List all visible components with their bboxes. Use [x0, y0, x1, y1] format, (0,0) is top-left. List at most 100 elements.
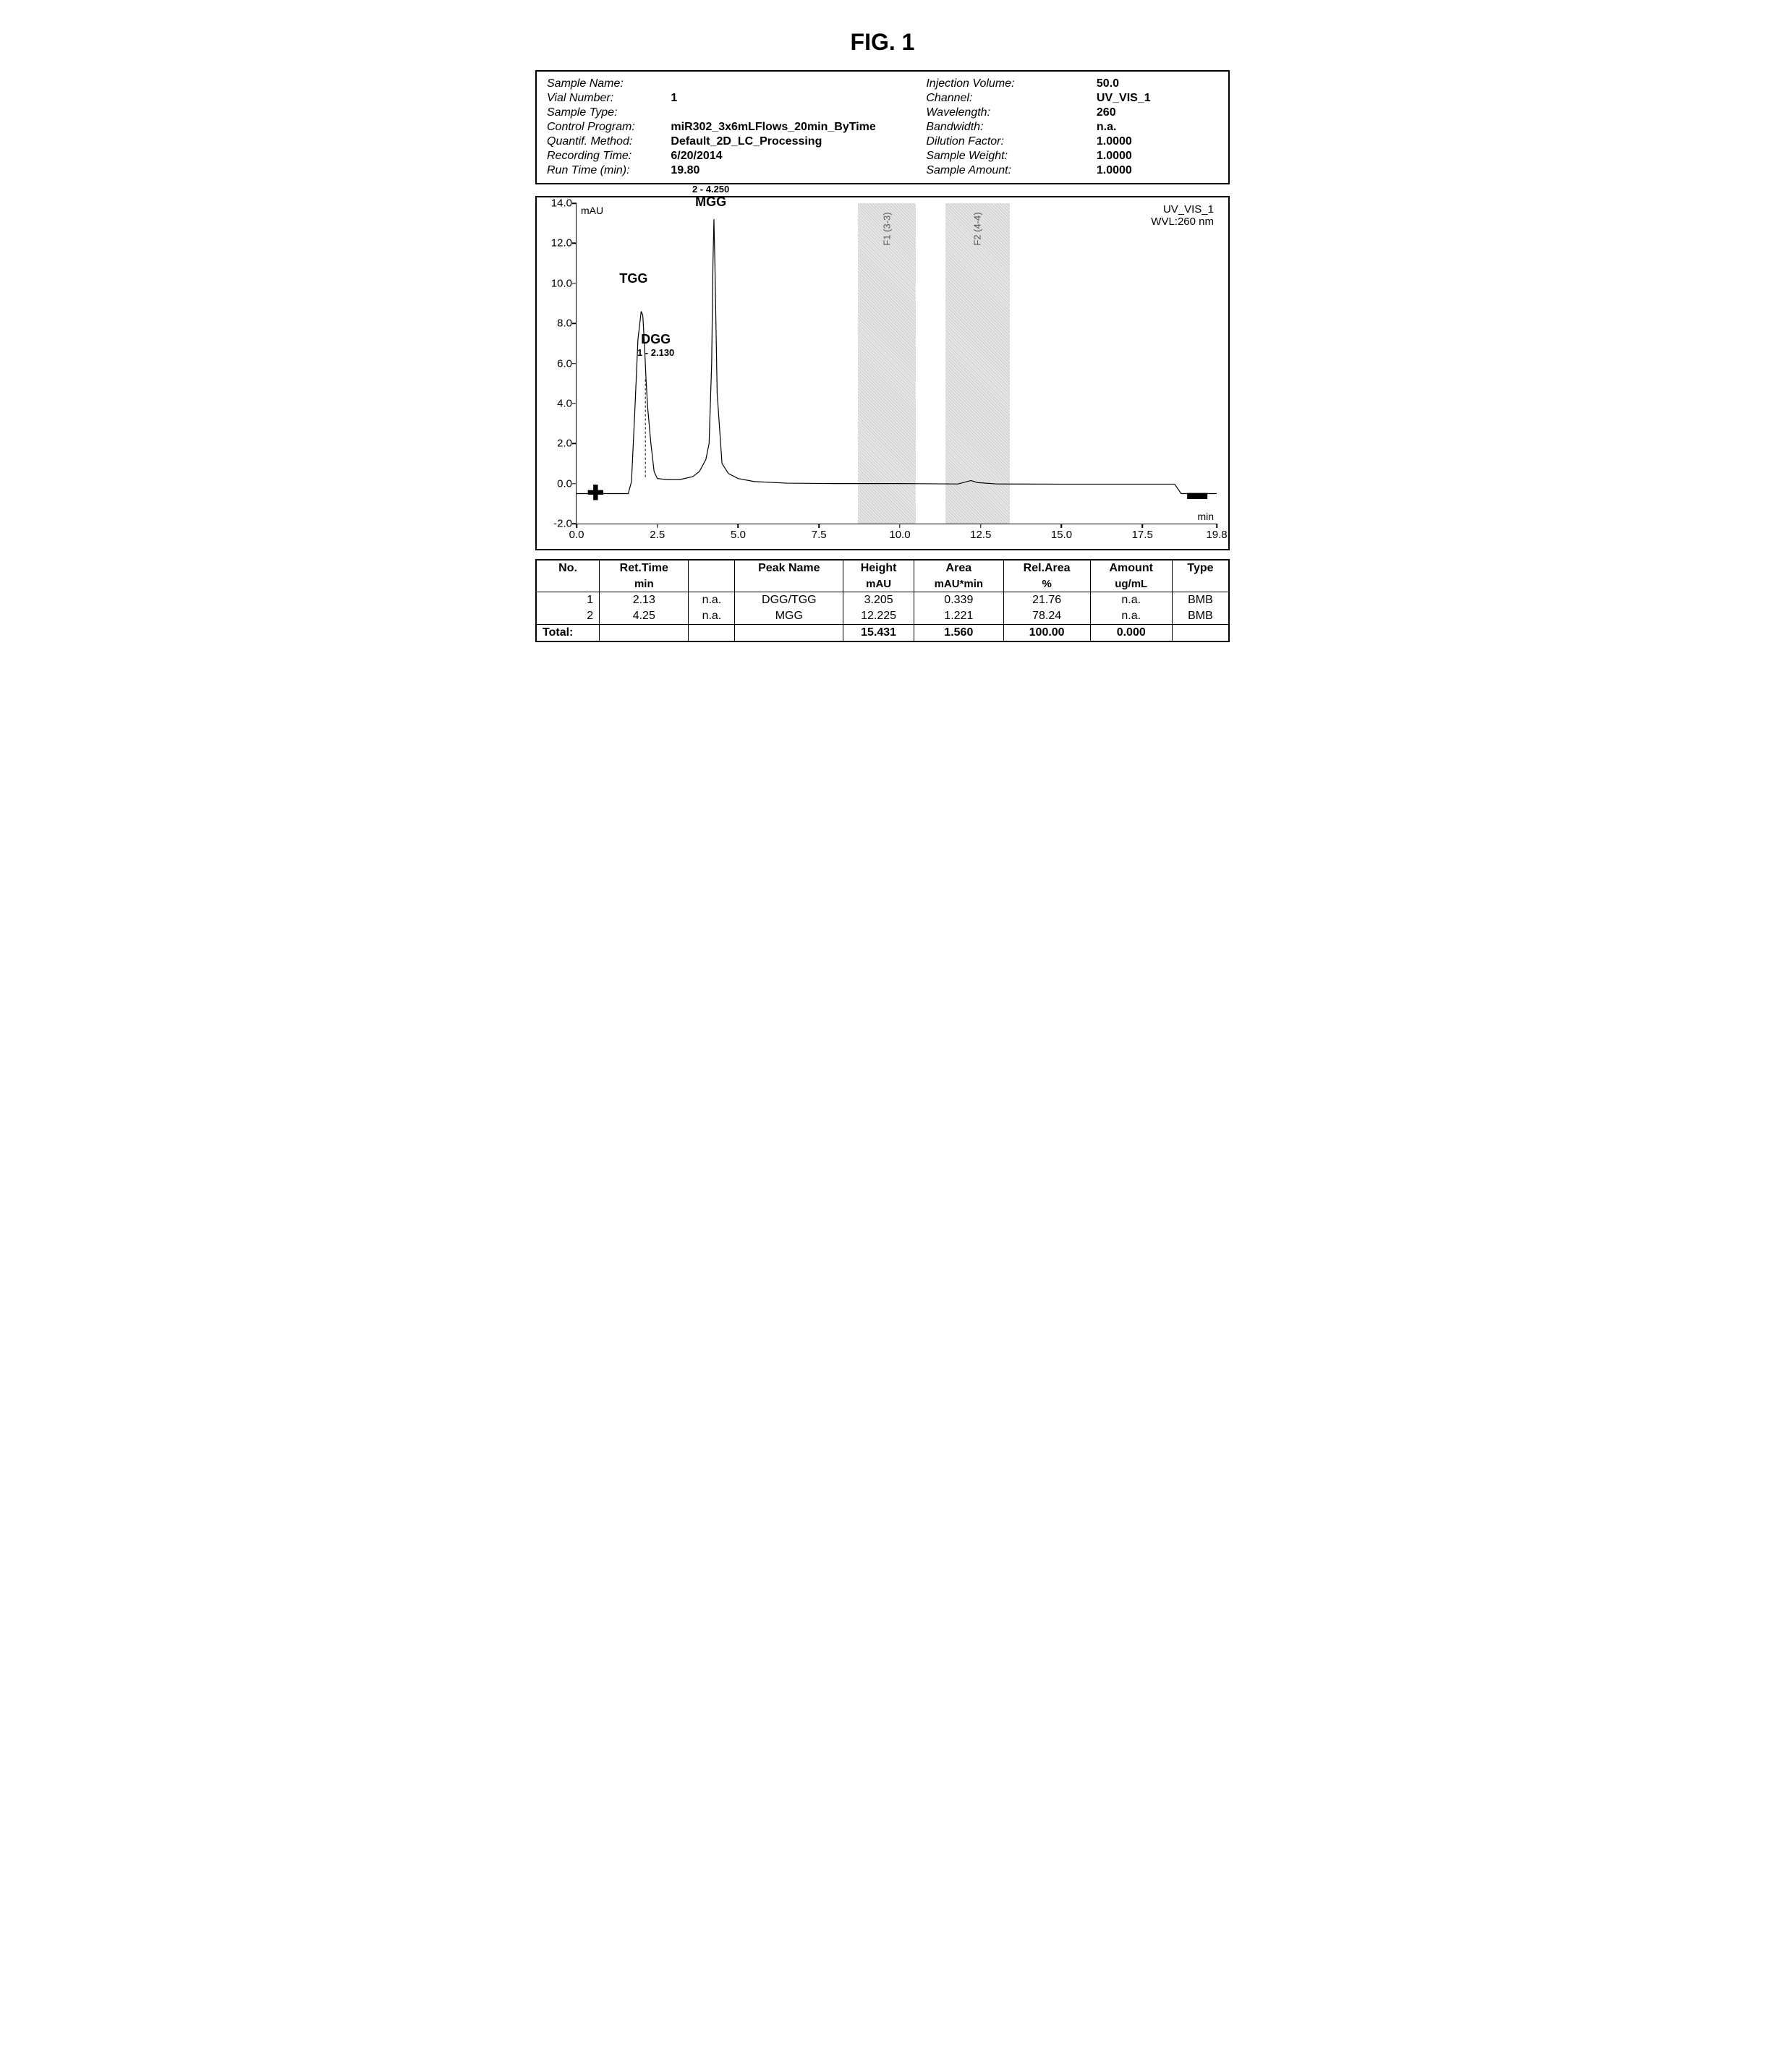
- table-cell: BMB: [1172, 608, 1229, 625]
- y-tick-label: 0.0: [543, 477, 572, 490]
- meta-value: 260: [1097, 106, 1218, 119]
- peak-table: No.Ret.Time Peak NameHeightAreaRel.AreaAm…: [535, 559, 1230, 642]
- minus-icon: ▬: [1187, 481, 1207, 504]
- table-header: No.: [536, 560, 600, 576]
- table-cell: 0.000: [1090, 625, 1172, 642]
- meta-value: n.a.: [1097, 121, 1218, 134]
- meta-label: Sample Name:: [547, 77, 656, 90]
- x-tick-label: 12.5: [970, 529, 991, 541]
- meta-label: Quantif. Method:: [547, 135, 656, 148]
- y-tick-label: 2.0: [543, 438, 572, 450]
- table-cell: 15.431: [843, 625, 914, 642]
- y-tick-label: 6.0: [543, 357, 572, 370]
- table-cell: n.a.: [1090, 592, 1172, 609]
- plot-area: mAU min UV_VIS_1 WVL:260 nm -2.00.02.04.…: [576, 203, 1217, 524]
- meta-value: miR302_3x6mLFlows_20min_ByTime: [671, 121, 897, 134]
- x-tick-label: 5.0: [731, 529, 746, 541]
- x-tick-label: 0.0: [569, 529, 584, 541]
- meta-value: 1.0000: [1097, 150, 1218, 163]
- x-tick-label: 15.0: [1051, 529, 1072, 541]
- meta-label: Channel:: [926, 92, 1082, 105]
- x-tick-label: 19.8: [1206, 529, 1227, 541]
- table-cell: [1172, 625, 1229, 642]
- table-cell: BMB: [1172, 592, 1229, 609]
- table-cell: n.a.: [1090, 608, 1172, 625]
- table-cell: 4.25: [600, 608, 689, 625]
- table-unit: min: [600, 576, 689, 592]
- y-tick-label: 10.0: [543, 277, 572, 289]
- meta-value: UV_VIS_1: [1097, 92, 1218, 105]
- table-cell: [735, 625, 843, 642]
- table-row: 24.25n.a.MGG12.2251.22178.24n.a.BMB: [536, 608, 1229, 625]
- table-header: Type: [1172, 560, 1229, 576]
- table-cell: 2: [536, 608, 600, 625]
- table-unit: [735, 576, 843, 592]
- meta-label: Control Program:: [547, 121, 656, 134]
- y-tick-label: 8.0: [543, 317, 572, 330]
- meta-label: Dilution Factor:: [926, 135, 1082, 148]
- table-cell: 1.560: [914, 625, 1003, 642]
- table-cell: 100.00: [1003, 625, 1090, 642]
- x-tick-label: 17.5: [1132, 529, 1153, 541]
- table-row: 12.13n.a.DGG/TGG3.2050.33921.76n.a.BMB: [536, 592, 1229, 609]
- table-cell: Total:: [536, 625, 600, 642]
- table-cell: 12.225: [843, 608, 914, 625]
- figure-title: FIG. 1: [535, 29, 1230, 56]
- table-unit: ug/mL: [1090, 576, 1172, 592]
- table-header: Amount: [1090, 560, 1172, 576]
- peak-annotation: 2 - 4.250MGG: [692, 184, 729, 210]
- table-cell: 21.76: [1003, 592, 1090, 609]
- table-header: Height: [843, 560, 914, 576]
- chromatogram-chart: mAU min UV_VIS_1 WVL:260 nm -2.00.02.04.…: [535, 196, 1230, 550]
- x-tick-label: 10.0: [889, 529, 910, 541]
- x-tick-label: 2.5: [650, 529, 665, 541]
- meta-value: 6/20/2014: [671, 150, 897, 163]
- meta-label: Vial Number:: [547, 92, 656, 105]
- x-tick-label: 7.5: [812, 529, 827, 541]
- metadata-left-column: Sample Name: Vial Number: 1 Sample Type: Con…: [547, 77, 897, 177]
- meta-value: 1.0000: [1097, 135, 1218, 148]
- table-cell: n.a.: [689, 608, 735, 625]
- meta-value: 1: [671, 92, 897, 105]
- meta-value: 1.0000: [1097, 164, 1218, 177]
- table-cell: 78.24: [1003, 608, 1090, 625]
- y-tick-label: 4.0: [543, 397, 572, 409]
- meta-label: Sample Type:: [547, 106, 656, 119]
- y-tick-label: 12.0: [543, 237, 572, 250]
- table-unit: mAU: [843, 576, 914, 592]
- table-cell: 2.13: [600, 592, 689, 609]
- table-header: [689, 560, 735, 576]
- meta-label: Sample Weight:: [926, 150, 1082, 163]
- meta-label: Injection Volume:: [926, 77, 1082, 90]
- plus-icon: ✚: [587, 481, 604, 505]
- meta-value: [671, 106, 897, 119]
- meta-value: [671, 77, 897, 90]
- meta-value: Default_2D_LC_Processing: [671, 135, 897, 148]
- table-cell: MGG: [735, 608, 843, 625]
- peak-annotation: TGG: [619, 271, 647, 286]
- meta-value: 19.80: [671, 164, 897, 177]
- table-unit: %: [1003, 576, 1090, 592]
- meta-label: Recording Time:: [547, 150, 656, 163]
- table-unit: [689, 576, 735, 592]
- table-cell: [689, 625, 735, 642]
- table-header: Ret.Time: [600, 560, 689, 576]
- table-cell: 1.221: [914, 608, 1003, 625]
- table-cell: DGG/TGG: [735, 592, 843, 609]
- table-unit: [1172, 576, 1229, 592]
- meta-label: Bandwidth:: [926, 121, 1082, 134]
- peak-annotation: DGG1 - 2.130: [637, 332, 674, 358]
- table-total-row: Total: 15.4311.560100.000.000: [536, 625, 1229, 642]
- table-unit: mAU*min: [914, 576, 1003, 592]
- meta-label: Run Time (min):: [547, 164, 656, 177]
- y-tick-label: 14.0: [543, 197, 572, 210]
- table-unit: [536, 576, 600, 592]
- table-header: Area: [914, 560, 1003, 576]
- table-cell: 1: [536, 592, 600, 609]
- table-header: Peak Name: [735, 560, 843, 576]
- meta-label: Wavelength:: [926, 106, 1082, 119]
- table-cell: 3.205: [843, 592, 914, 609]
- table-cell: [600, 625, 689, 642]
- meta-value: 50.0: [1097, 77, 1218, 90]
- table-header: Rel.Area: [1003, 560, 1090, 576]
